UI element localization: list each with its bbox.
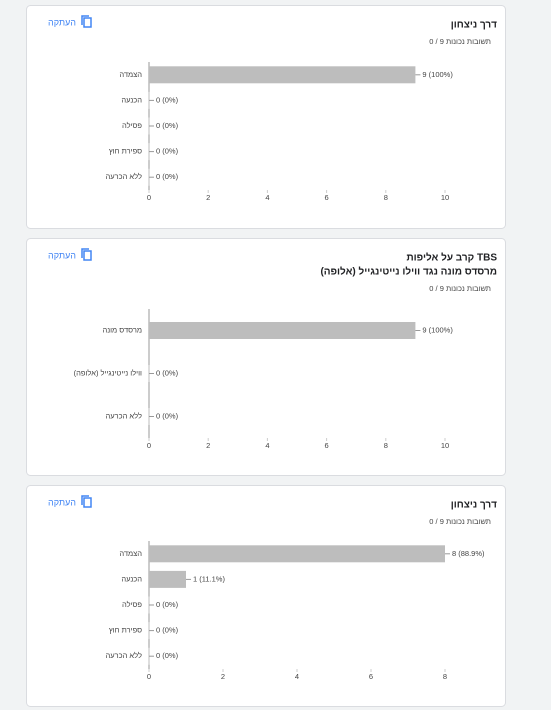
card: [26, 238, 506, 476]
copy-icon[interactable]: [83, 17, 92, 28]
bar: [149, 570, 186, 588]
x-tick-label: 6: [369, 672, 373, 681]
card: [26, 485, 506, 707]
category-label: ללא הכרעה: [106, 172, 143, 181]
category-label: ללא הכרעה: [106, 411, 143, 420]
copy-icon[interactable]: [81, 248, 89, 258]
x-tick-label: 8: [443, 672, 447, 681]
copy-icon[interactable]: [83, 250, 92, 261]
copy-icon[interactable]: [83, 497, 92, 508]
x-tick-label: 10: [441, 193, 449, 202]
category-label: ספירת חוץ: [109, 626, 142, 635]
value-label: 0 (0%): [156, 626, 179, 635]
score: 0 / 9 תשובות נכונות: [429, 517, 491, 526]
value-label: 1 (11.1%): [193, 574, 225, 583]
x-tick-label: 4: [265, 193, 269, 202]
value-label: 0 (0%): [156, 651, 179, 660]
value-label: 0 (0%): [156, 147, 179, 156]
score: 0 / 9 תשובות נכונות: [429, 37, 491, 46]
x-tick-label: 10: [441, 441, 449, 450]
score: 0 / 9 תשובות נכונות: [429, 284, 491, 293]
question-title: דרך ניצחון: [451, 20, 497, 31]
category-label: הכנעה: [121, 574, 142, 583]
value-label: 0 (0%): [156, 411, 179, 420]
x-tick-label: 4: [295, 672, 299, 681]
category-label: הכנעה: [121, 95, 142, 104]
x-tick-label: 8: [384, 193, 388, 202]
copy-button[interactable]: העתקה: [48, 497, 76, 507]
bar: [149, 322, 416, 339]
value-label: 0 (0%): [156, 95, 179, 104]
question-title: קרב על אליפות TBS: [406, 252, 497, 264]
x-tick-label: 0: [147, 672, 151, 681]
x-tick-label: 6: [325, 193, 329, 202]
question-title: דרך ניצחון: [451, 500, 497, 511]
category-label: ללא הכרעה: [106, 651, 143, 660]
category-label: פסילה: [122, 121, 142, 130]
value-label: 0 (0%): [156, 368, 179, 377]
x-tick-label: 6: [325, 441, 329, 450]
x-tick-label: 4: [265, 441, 269, 450]
value-label: 9 (100%): [422, 70, 453, 79]
card: [26, 5, 506, 229]
copy-button[interactable]: העתקה: [48, 17, 76, 27]
value-label: 9 (100%): [422, 325, 453, 334]
question-subtitle: מרסדס מונה נגד ווילו נייטינגייל (אלופה): [320, 266, 497, 278]
category-label: ווילו נייטינגייל (אלופה): [74, 368, 142, 377]
value-label: 8 (88.9%): [452, 549, 485, 558]
copy-button[interactable]: העתקה: [48, 250, 76, 260]
x-tick-label: 8: [384, 441, 388, 450]
value-label: 0 (0%): [156, 600, 179, 609]
category-label: הצמדה: [119, 70, 142, 79]
bar: [149, 66, 416, 84]
x-tick-label: 2: [221, 672, 225, 681]
category-label: הצמדה: [119, 549, 142, 558]
category-label: מרסדס מונה: [102, 325, 142, 334]
copy-icon[interactable]: [81, 495, 89, 505]
x-tick-label: 2: [206, 441, 210, 450]
x-tick-label: 0: [147, 441, 151, 450]
category-label: ספירת חוץ: [109, 147, 142, 156]
value-label: 0 (0%): [156, 172, 179, 181]
value-label: 0 (0%): [156, 121, 179, 130]
x-tick-label: 0: [147, 193, 151, 202]
bar: [149, 545, 445, 563]
copy-icon[interactable]: [81, 15, 89, 25]
x-tick-label: 2: [206, 193, 210, 202]
category-label: פסילה: [122, 600, 142, 609]
